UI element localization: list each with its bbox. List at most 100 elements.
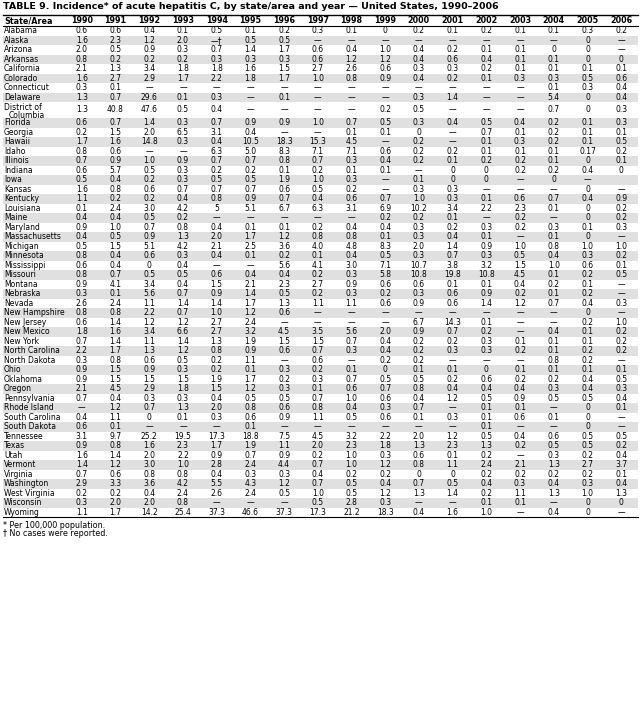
Text: 0.4: 0.4 [615,479,627,488]
Text: 0.3: 0.3 [447,346,459,355]
Text: 0.2: 0.2 [548,137,560,146]
Text: 0.4: 0.4 [615,393,627,403]
Text: —: — [347,422,355,432]
Bar [3,479,638,488]
Text: 0.1: 0.1 [548,55,560,64]
Text: 0.7: 0.7 [312,157,324,165]
Text: 0.4: 0.4 [110,393,122,403]
Text: 0.3: 0.3 [547,74,560,83]
Text: 1995: 1995 [239,16,262,25]
Text: 0.2: 0.2 [379,106,391,114]
Text: 3.1: 3.1 [76,432,88,441]
Text: 2.0: 2.0 [312,442,324,450]
Text: 0.3: 0.3 [447,64,459,73]
Text: 2.2: 2.2 [144,308,155,317]
Text: 1.7: 1.7 [278,74,290,83]
Text: Alaska: Alaska [4,36,29,45]
Text: Wyoming: Wyoming [4,508,40,517]
Text: 0.5: 0.5 [312,498,324,507]
Text: 0.3: 0.3 [76,289,88,298]
Text: 0.1: 0.1 [514,404,526,412]
Text: 0.2: 0.2 [514,375,526,383]
Text: 1.8: 1.8 [244,74,256,83]
Text: 4.2: 4.2 [177,204,189,213]
Text: —: — [550,422,558,432]
Text: 0.5: 0.5 [110,232,122,241]
Text: 0.8: 0.8 [110,442,122,450]
Text: State/Area: State/Area [4,16,53,25]
Text: 0.7: 0.7 [143,223,155,232]
Text: 1994: 1994 [206,16,228,25]
Text: 0.3: 0.3 [480,223,492,232]
Text: 0.2: 0.2 [581,470,594,479]
Text: 0.1: 0.1 [514,146,526,156]
Text: 0.9: 0.9 [76,280,88,289]
Text: 2.4: 2.4 [177,489,189,498]
Text: 0.8: 0.8 [211,195,222,203]
Text: 0.5: 0.5 [480,393,492,403]
Bar [3,166,638,175]
Text: 0.3: 0.3 [480,346,492,355]
Text: 0.1: 0.1 [615,261,627,270]
Bar [3,365,638,375]
Text: 2.7: 2.7 [211,327,222,336]
Text: 0: 0 [585,308,590,317]
Text: 0.2: 0.2 [480,470,492,479]
Text: 0.7: 0.7 [345,375,358,383]
Text: 0.2: 0.2 [413,137,425,146]
Text: Arizona: Arizona [4,45,33,55]
Text: 1997: 1997 [307,16,329,25]
Text: —: — [280,83,288,92]
Text: —: — [280,318,288,327]
Text: —: — [449,36,456,45]
Text: Rhode Island: Rhode Island [4,404,54,412]
Text: 1.5: 1.5 [110,242,122,251]
Bar [3,299,638,308]
Text: 0.2: 0.2 [312,166,324,174]
Text: —: — [516,355,524,365]
Text: 0.1: 0.1 [480,318,492,327]
Text: —: — [415,422,422,432]
Text: 7.5: 7.5 [278,432,290,441]
Text: 1.5: 1.5 [110,128,122,136]
Text: 1.2: 1.2 [177,318,189,327]
Text: 3.2: 3.2 [480,261,492,270]
Text: 0.1: 0.1 [244,365,256,374]
Text: 2.2: 2.2 [379,432,391,441]
Text: 0.7: 0.7 [480,128,492,136]
Text: 1.0: 1.0 [211,308,222,317]
Text: 0.1: 0.1 [312,384,324,393]
Text: 0.2: 0.2 [480,27,492,35]
Text: 1.2: 1.2 [110,404,122,412]
Text: 0.1: 0.1 [177,93,189,102]
Text: 37.3: 37.3 [208,508,225,517]
Text: 0.1: 0.1 [413,413,425,421]
Text: California: California [4,64,41,73]
Text: 0.2: 0.2 [244,166,256,174]
Text: 0.1: 0.1 [413,175,425,185]
Text: 0.6: 0.6 [447,299,459,308]
Text: 0.3: 0.3 [244,55,256,64]
Text: 1.8: 1.8 [177,384,189,393]
Text: 0.1: 0.1 [244,422,256,432]
Text: 0.4: 0.4 [480,55,492,64]
Text: 1.6: 1.6 [447,508,458,517]
Text: 0.8: 0.8 [110,185,122,194]
Text: 0.5: 0.5 [547,442,560,450]
Text: 1.6: 1.6 [76,451,88,460]
Text: 2.4: 2.4 [110,299,122,308]
Text: 0.7: 0.7 [547,299,560,308]
Text: 0.8: 0.8 [177,223,189,232]
Text: North Carolina: North Carolina [4,346,60,355]
Text: 0.4: 0.4 [379,157,391,165]
Text: 0.4: 0.4 [345,223,358,232]
Text: 0.2: 0.2 [581,451,594,460]
Text: 1.0: 1.0 [548,261,560,270]
Text: 0.7: 0.7 [379,195,391,203]
Text: 0.3: 0.3 [447,185,459,194]
Text: 0.2: 0.2 [514,289,526,298]
Text: 40.8: 40.8 [107,106,124,114]
Text: 5.4: 5.4 [547,93,560,102]
Text: 1.0: 1.0 [312,74,324,83]
Text: 0.2: 0.2 [110,55,122,64]
